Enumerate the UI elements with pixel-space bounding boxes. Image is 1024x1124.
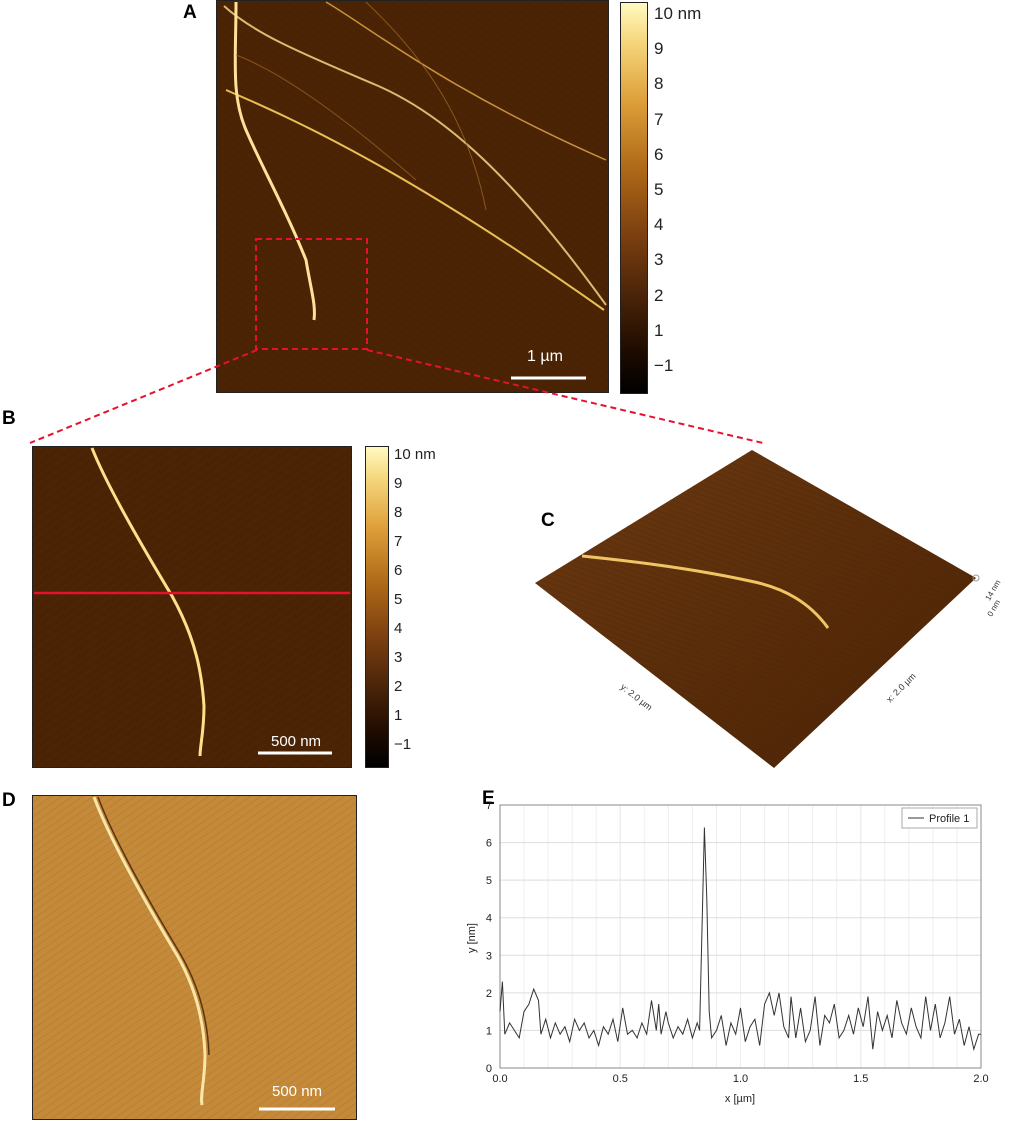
panel-letter-b: B [2,408,16,429]
panel-letter-d: D [2,790,16,811]
y-tick-label: 7 [486,800,492,812]
colorbar-b-tick: 10 nm [394,446,436,463]
colorbar-a-tick: 4 [654,215,664,235]
x-tick-labels: 0.0 0.5 1.0 1.5 2.0 [492,1073,988,1085]
zoom-connector [29,349,764,444]
colorbar-a [620,2,648,394]
height-profile-chart: 0.0 0.5 1.0 1.5 2.0 0 1 2 3 4 5 6 7 x [µm] y [nm] P… [466,800,989,1105]
colorbar-b-tick: 3 [394,649,403,666]
x-tick-label: 1.5 [853,1073,868,1085]
colorbar-b-tick: 2 [394,678,403,695]
scale-bar-label-d: 500 nm [272,1083,323,1100]
colorbar-b-tick: 1 [394,707,403,724]
y-tick-label: 0 [486,1063,492,1075]
zoom-region-box [255,238,368,350]
colorbar-b-tick: 5 [394,591,403,608]
legend-label: Profile 1 [929,813,969,825]
y-axis-label: y [nm] [466,923,478,953]
z-axis-label-c: 14 nm [983,578,1002,602]
x-tick-label: 0.0 [492,1073,507,1085]
y-tick-label: 6 [486,838,492,850]
colorbar-b-tick: 6 [394,562,403,579]
colorbar-b [365,446,389,768]
colorbar-b-tick: 4 [394,620,403,637]
colorbar-a-tick: 8 [654,74,664,94]
colorbar-a-tick: 3 [654,250,664,270]
x-tick-label: 0.5 [613,1073,628,1085]
colorbar-b-tick: 7 [394,533,403,550]
x-tick-label: 2.0 [973,1073,988,1085]
colorbar-a-tick: 7 [654,109,664,129]
series-line-profile-1 [499,827,981,1052]
y-tick-label: 4 [486,913,492,925]
colorbar-a-tick: 9 [654,39,664,59]
colorbar-a-tick: 5 [654,180,664,199]
colorbar-b-tick: 8 [394,504,403,521]
afm-height-image-a [216,0,609,393]
panel-letter-e: E [482,788,495,809]
colorbar-a-tick: 6 [654,144,664,164]
x-axis-label-c: x: 2.0 µm [884,671,917,704]
colorbar-a-tick: 1 [654,320,664,340]
scale-bar-label-b: 500 nm [271,733,322,750]
plot-area [499,804,982,1069]
y-tick-label: 2 [486,988,492,1000]
y-tick-label: 3 [486,950,492,962]
y-tick-labels: 0 1 2 3 4 5 6 7 [486,800,492,1075]
x-tick-label: 1.0 [733,1073,748,1085]
scale-bar-label-a: 1 µm [527,348,563,365]
colorbar-b-tick: 9 [394,475,403,492]
panel-letter-c: C [541,510,555,531]
legend: Profile 1 [901,807,978,829]
y-tick-label: 5 [486,875,492,887]
colorbar-a-tick: 2 [654,285,664,305]
afm-height-image-b [32,446,352,768]
afm-amplitude-image-d [32,795,357,1120]
colorbar-b-tick: −1 [394,736,412,753]
x-axis-label: x [µm] [725,1093,755,1105]
colorbar-a-tick: −1 [654,356,674,375]
panel-letter-a: A [183,2,197,23]
afm-3d-image-c: 14 nm 0 nm y: 2.0 µm x: 2.0 µm [535,450,1003,768]
y-tick-label: 1 [486,1025,492,1037]
colorbar-a-tick: 10 nm [654,4,702,23]
y-axis-label-c: y: 2.0 µm [619,682,654,713]
